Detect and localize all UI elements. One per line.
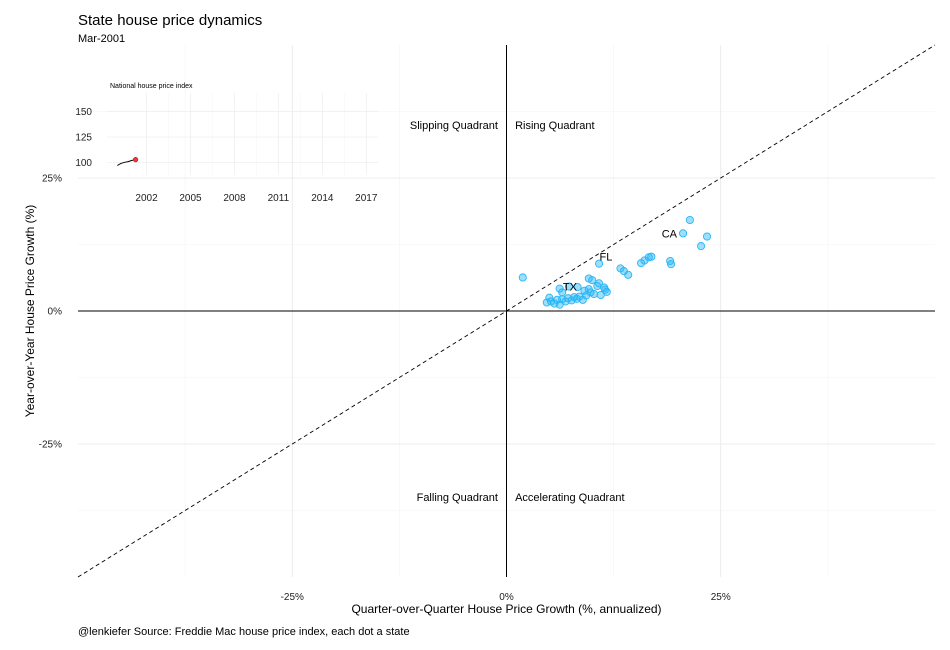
- point-label: TX: [563, 282, 578, 294]
- inset-index-line: [117, 159, 136, 166]
- chart-subtitle: Mar-2001: [78, 33, 126, 45]
- inset-title: National house price index: [110, 83, 193, 90]
- quadrant-label: Rising Quadrant: [515, 120, 595, 132]
- point-label: FL: [599, 252, 612, 264]
- data-point: [589, 289, 598, 299]
- quadrant-label: Falling Quadrant: [417, 492, 498, 504]
- reference-line: [77, 44, 936, 578]
- data-point: [545, 293, 554, 302]
- y-tick-label: -25%: [39, 440, 62, 451]
- inset-y-tick-label: 125: [75, 133, 92, 144]
- inset-y-tick-label: 150: [75, 107, 92, 118]
- inset-x-tick-label: 2017: [355, 193, 378, 204]
- inset-x-tick-label: 2002: [135, 193, 158, 204]
- inset-current-marker: [132, 156, 139, 163]
- quadrant-label: Accelerating Quadrant: [515, 492, 624, 504]
- x-tick-label: 0%: [499, 592, 514, 603]
- data-point: [565, 282, 574, 291]
- data-point: [602, 287, 611, 296]
- data-point: [678, 229, 688, 238]
- y-tick-label: 0%: [48, 307, 63, 318]
- inset-x-tick-label: 2014: [311, 193, 334, 204]
- chart-caption: @lenkiefer Source: Freddie Mac house pri…: [78, 626, 410, 638]
- chart-title: State house price dynamics: [78, 12, 263, 29]
- data-point: [685, 215, 694, 225]
- point-label: CA: [662, 228, 678, 240]
- data-point: [647, 252, 656, 261]
- data-point: [666, 260, 676, 269]
- x-axis-label: Quarter-over-Quarter House Price Growth …: [351, 602, 662, 616]
- x-tick-label: 25%: [711, 592, 731, 603]
- x-tick-label: -25%: [281, 592, 304, 603]
- data-point: [696, 242, 706, 251]
- data-point: [584, 274, 593, 283]
- inset-x-tick-label: 2005: [179, 193, 202, 204]
- inset-y-tick-label: 100: [75, 158, 92, 169]
- data-point: [624, 270, 633, 279]
- data-point: [595, 259, 604, 268]
- data-point: [702, 232, 712, 241]
- quadrant-label: Slipping Quadrant: [410, 120, 498, 132]
- data-point: [595, 279, 604, 288]
- data-point: [555, 284, 564, 293]
- data-point: [518, 273, 527, 282]
- y-tick-label: 25%: [42, 174, 62, 185]
- inset-x-tick-label: 2011: [268, 193, 290, 204]
- data-point: [580, 286, 589, 295]
- data-point: [573, 283, 582, 292]
- inset-x-tick-label: 2008: [223, 193, 246, 204]
